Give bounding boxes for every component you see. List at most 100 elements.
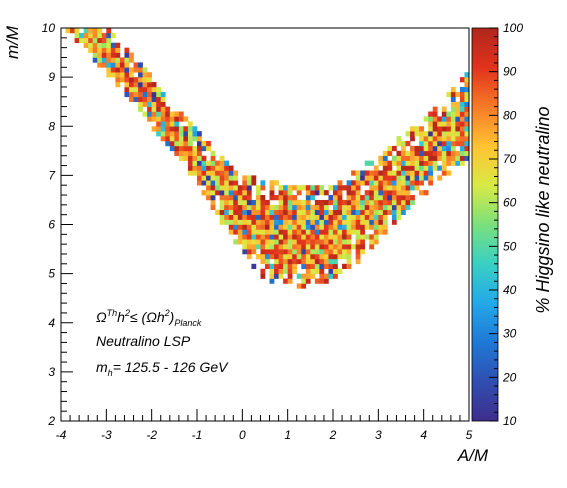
heatmap-cell: [215, 180, 220, 186]
heatmap-cell: [147, 77, 152, 83]
heatmap-cell: [401, 204, 406, 211]
heatmap-cell: [323, 253, 329, 260]
heatmap-cell: [314, 239, 320, 245]
heatmap-cell: [206, 165, 211, 171]
heatmap-cell: [410, 145, 415, 152]
heatmap-cell: [169, 116, 175, 122]
heatmap-cell: [337, 239, 343, 245]
heatmap-cell: [97, 47, 103, 53]
heatmap-cell: [364, 199, 370, 206]
heatmap-cell: [364, 224, 370, 230]
heatmap-cell: [201, 180, 207, 186]
heatmap-cell: [278, 209, 284, 215]
x-tick-label: -4: [56, 428, 67, 442]
heatmap-cell: [206, 140, 211, 147]
heatmap-cell: [133, 86, 139, 93]
heatmap-cell: [192, 126, 198, 132]
heatmap-cell: [292, 239, 298, 245]
heatmap-cell: [228, 209, 234, 215]
heatmap-cell: [360, 229, 366, 235]
heatmap-cell: [323, 263, 329, 270]
heatmap-cell: [419, 145, 424, 152]
heatmap-cell: [287, 249, 293, 255]
heatmap-cell: [323, 214, 329, 220]
heatmap-cell: [165, 131, 171, 137]
heatmap-cell: [450, 136, 456, 142]
heatmap-cell: [305, 239, 311, 245]
heatmap-cell: [319, 239, 325, 245]
heatmap-cell: [156, 131, 162, 137]
heatmap-cell: [142, 86, 148, 93]
heatmap-cell: [169, 145, 175, 152]
heatmap-cell: [305, 263, 311, 270]
heatmap-cell: [346, 229, 352, 235]
heatmap-cell: [138, 77, 143, 83]
heatmap-cell: [255, 219, 261, 225]
heatmap-cell: [342, 209, 347, 215]
heatmap-cell: [319, 253, 325, 260]
heatmap-cell: [97, 37, 103, 44]
heatmap-cell: [269, 278, 275, 284]
heatmap-cell: [265, 224, 270, 230]
y-tick-label: 9: [48, 70, 55, 84]
heatmap-cell: [269, 263, 275, 270]
heatmap-cell: [441, 111, 447, 117]
heatmap-cell: [119, 77, 125, 83]
heatmap-cell: [333, 219, 338, 225]
heatmap-cell: [432, 126, 438, 132]
heatmap-cell: [283, 229, 288, 235]
heatmap-cell: [197, 165, 202, 171]
heatmap-cell: [265, 199, 270, 206]
heatmap-cell: [65, 28, 71, 34]
heatmap-cell: [319, 263, 325, 270]
colorbar-tick-label: 10: [503, 414, 517, 428]
heatmap-cell: [287, 239, 293, 245]
heatmap-cell: [301, 204, 307, 211]
heatmap-cell: [346, 249, 352, 255]
heatmap-cell: [169, 131, 175, 137]
heatmap-cell: [147, 116, 152, 122]
annotation-box: ΩThh2≤ (Ωh2)Planck Neutralino LSP mh= 12…: [96, 308, 229, 378]
heatmap-cell: [83, 37, 89, 44]
heatmap-cell: [355, 229, 361, 235]
heatmap-cell: [233, 239, 239, 245]
colorbar-tick-label: 70: [503, 152, 517, 166]
heatmap-cell: [441, 155, 447, 161]
heatmap-cell: [319, 219, 325, 225]
heatmap-cell: [197, 170, 202, 176]
heatmap-cell: [178, 131, 184, 137]
heatmap-cell: [138, 82, 143, 88]
heatmap-cell: [228, 219, 234, 225]
heatmap-cell: [296, 283, 302, 289]
heatmap-cell: [287, 219, 293, 225]
heatmap-cell: [156, 91, 162, 98]
heatmap-cell: [446, 136, 452, 142]
heatmap-cell: [450, 150, 456, 157]
heatmap-cell: [464, 106, 470, 112]
heatmap-cell: [405, 155, 411, 161]
heatmap-cell: [446, 145, 452, 152]
heatmap-cell: [369, 234, 375, 240]
heatmap-cell: [346, 244, 352, 250]
x-tick-label: -3: [101, 428, 112, 442]
heatmap-cell: [151, 111, 157, 117]
heatmap-cell: [373, 209, 379, 215]
heatmap-cell: [138, 62, 143, 68]
heatmap-cell: [133, 82, 139, 88]
heatmap-cell: [405, 185, 411, 191]
heatmap-cell: [410, 170, 415, 176]
heatmap-cell: [459, 136, 465, 142]
heatmap-cell: [455, 131, 461, 137]
heatmap-cell: [242, 234, 248, 240]
heatmap-cell: [369, 214, 375, 220]
heatmap-cell: [178, 150, 184, 157]
heatmap-cell: [346, 195, 352, 201]
heatmap-cell: [115, 67, 121, 73]
heatmap-cell: [151, 86, 157, 93]
heatmap-cell: [283, 278, 288, 284]
heatmap-cell: [369, 204, 375, 211]
heatmap-cell: [260, 209, 266, 215]
heatmap-cell: [219, 175, 225, 181]
heatmap-cell: [401, 160, 406, 166]
heatmap-cell: [292, 258, 298, 265]
